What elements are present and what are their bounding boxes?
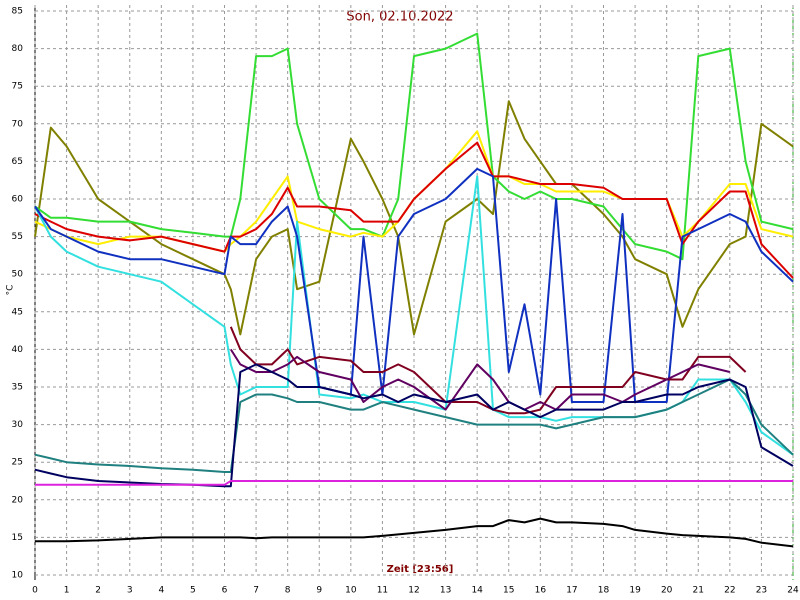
series-line xyxy=(34,100,794,336)
x-tick-label: 14 xyxy=(471,586,483,596)
y-tick-label: 85 xyxy=(12,7,23,17)
y-tick-label: 50 xyxy=(12,270,24,280)
x-tick-label: 20 xyxy=(661,586,673,596)
y-tick-label: 60 xyxy=(12,195,24,205)
series-line xyxy=(34,378,794,473)
x-tick-label: 1 xyxy=(64,586,70,596)
x-tick-label: 2 xyxy=(95,586,101,596)
x-tick-label: 9 xyxy=(316,586,322,596)
y-tick-label: 25 xyxy=(12,458,23,468)
series-line xyxy=(35,480,793,486)
x-tick-label: 12 xyxy=(408,586,419,596)
y-axis-label: °C xyxy=(6,285,16,296)
series-line xyxy=(229,348,731,411)
x-tick-label: 23 xyxy=(756,586,767,596)
x-tick-label: 21 xyxy=(693,586,704,596)
x-tick-label: 0 xyxy=(32,586,38,596)
y-tick-label: 30 xyxy=(12,420,24,430)
series-line xyxy=(229,326,747,415)
y-tick-label: 80 xyxy=(12,44,24,54)
x-tick-label: 16 xyxy=(535,586,547,596)
y-tick-label: 55 xyxy=(12,232,23,242)
x-tick-label: 10 xyxy=(345,586,357,596)
x-tick-label: 6 xyxy=(222,586,228,596)
x-tick-label: 11 xyxy=(377,586,388,596)
x-tick-label: 15 xyxy=(503,586,514,596)
y-tick-label: 35 xyxy=(12,383,23,393)
x-tick-label: 18 xyxy=(598,586,610,596)
chart-title: Son, 02.10.2022 xyxy=(346,10,453,25)
y-tick-label: 75 xyxy=(12,82,23,92)
y-tick-label: 15 xyxy=(12,533,23,543)
y-tick-label: 40 xyxy=(12,345,24,355)
x-tick-label: 8 xyxy=(285,586,291,596)
series-line xyxy=(34,167,794,403)
x-tick-label: 22 xyxy=(724,586,735,596)
y-tick-label: 10 xyxy=(12,571,24,581)
x-tick-label: 24 xyxy=(787,586,799,596)
x-tick-label: 13 xyxy=(440,586,451,596)
series-line xyxy=(34,141,794,279)
x-tick-label: 3 xyxy=(127,586,133,596)
x-tick-label: 17 xyxy=(566,586,577,596)
y-tick-label: 45 xyxy=(12,307,23,317)
y-tick-label: 65 xyxy=(12,157,23,167)
x-axis-label: Zeit [23:56] xyxy=(387,564,454,575)
x-tick-label: 4 xyxy=(158,586,164,596)
x-tick-label: 19 xyxy=(629,586,641,596)
x-tick-label: 5 xyxy=(190,586,196,596)
y-tick-label: 20 xyxy=(12,495,24,505)
y-tick-label: 70 xyxy=(12,119,24,129)
x-tick-label: 7 xyxy=(253,586,259,596)
series-line xyxy=(35,517,794,548)
series-line xyxy=(34,32,794,261)
